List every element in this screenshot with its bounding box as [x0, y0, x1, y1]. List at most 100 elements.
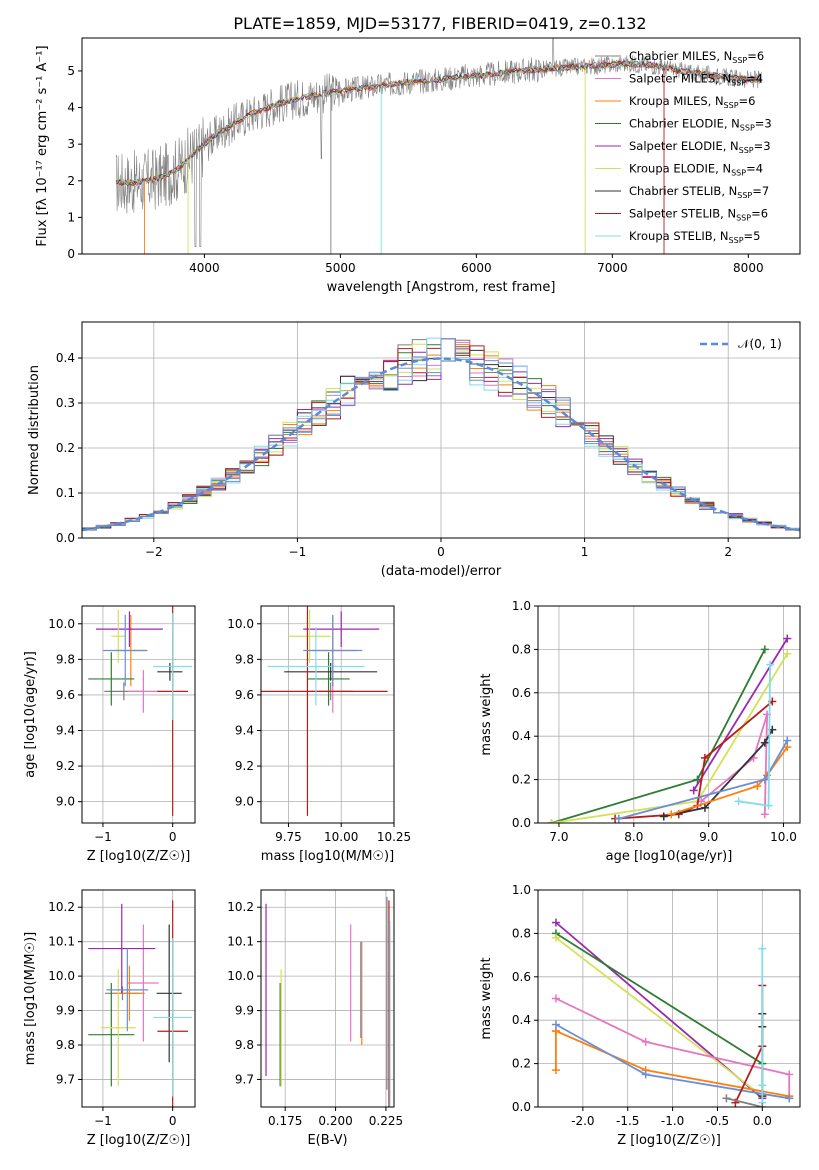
x-axis-label: Z [log10(Z/Z☉)] [87, 1133, 191, 1148]
y-tick-label: 0.6 [512, 970, 531, 984]
y-tick-label: 0.6 [512, 686, 531, 700]
y-tick-label: 9.9 [235, 1004, 254, 1018]
y-axis-label: Flux [fλ 10⁻¹⁷ erg cm⁻² s⁻¹ A⁻¹] [35, 45, 50, 246]
y-tick-label: 9.9 [56, 1004, 75, 1018]
y-axis-label: mass weight [479, 957, 494, 1039]
y-tick-label: 10.0 [227, 617, 254, 631]
x-tick-label: 8000 [733, 261, 764, 275]
x-axis-label: wavelength [Angstrom, rest frame] [327, 280, 556, 295]
y-tick-label: 9.0 [235, 795, 254, 809]
y-tick-label: 9.8 [56, 1038, 75, 1052]
y-tick-label: 1.0 [512, 599, 531, 613]
plot-area [115, 38, 762, 254]
legend-entry: Chabrier ELODIE, NSSP=3 [629, 117, 772, 133]
x-tick-label: 0.0 [753, 1114, 772, 1128]
y-tick-label: 10.0 [48, 617, 75, 631]
x-axis-label: (data-model)/error [381, 564, 502, 579]
x-tick-label: 9.75 [275, 830, 302, 844]
x-tick-label: 0 [169, 830, 177, 844]
legend-entry: Kroupa STELIB, NSSP=5 [629, 229, 760, 245]
y-tick-label: 0.3 [56, 396, 75, 410]
gaussian-curve [82, 357, 800, 532]
plot-frame [537, 605, 801, 824]
plot-area [88, 606, 193, 816]
plot-frame [81, 37, 801, 255]
x-tick-label: 5000 [325, 261, 356, 275]
y-tick-label: 10.1 [48, 935, 75, 949]
x-tick-label: −1 [94, 830, 112, 844]
y-tick-label: 0.2 [512, 1057, 531, 1071]
chart-mass-age: 9.75 10.00 10.25 9.0 9.2 9.4 9.6 9.8 10.0 mass [l… [227, 605, 411, 864]
x-axis-label: Z [log10(Z/Z☉)] [617, 1133, 721, 1148]
x-tick-label: -2.0 [571, 1114, 594, 1128]
y-tick-label: 9.4 [56, 724, 75, 738]
y-tick-label: 10.0 [48, 969, 75, 983]
y-tick-label: 9.7 [56, 1072, 75, 1086]
plot-area [547, 634, 792, 823]
weight-line [726, 1097, 763, 1107]
y-axis-label: age [log10(age/yr)] [23, 651, 38, 778]
x-axis-label: mass [log10(M/M☉)] [261, 849, 394, 864]
y-tick-label: 10.0 [227, 969, 254, 983]
weight-line [555, 932, 763, 1065]
y-axis-label: mass [log10(M/M☉)] [23, 932, 38, 1065]
panels: Chabrier MILES, NSSP=6 Salpeter MILES, NS… [23, 37, 801, 1148]
weight-line [692, 638, 789, 791]
legend-entry: Chabrier STELIB, NSSP=7 [629, 184, 769, 200]
weight-line [555, 936, 763, 1097]
y-tick-label: 0.4 [512, 1013, 531, 1027]
legend-entry: 𝒩(0, 1) [738, 337, 782, 351]
x-tick-label: 6000 [461, 261, 492, 275]
y-tick-label: 9.4 [235, 724, 254, 738]
x-tick-label: −1 [94, 1114, 112, 1128]
plot-frame [537, 889, 801, 1108]
x-tick-label: 10.00 [324, 830, 358, 844]
x-tick-label: -1.5 [616, 1114, 639, 1128]
x-axis-label: E(B-V) [307, 1133, 347, 1148]
x-tick-label: 0.175 [268, 1114, 302, 1128]
weight-line [551, 653, 789, 823]
y-tick-label: 9.6 [56, 688, 75, 702]
chart-age-weight: 7.0 8.0 9.0 10.0 0.0 0.2 0.4 0.6 0.8 1.0 age [log1… [479, 599, 801, 864]
legend-entry: Kroupa MILES, NSSP=6 [629, 94, 755, 110]
legend-entry: Chabrier MILES, NSSP=6 [629, 49, 764, 65]
y-tick-label: 0.0 [512, 816, 531, 830]
y-tick-label: 0.8 [512, 642, 531, 656]
legend-entry: Salpeter ELODIE, NSSP=3 [629, 139, 771, 155]
x-tick-label: 4000 [189, 261, 220, 275]
chart-z-age: −1 0 9.0 9.2 9.4 9.6 9.8 10.0 Z [log10(Z/Z☉)] age… [23, 605, 196, 864]
y-tick-label: 0.0 [512, 1100, 531, 1114]
x-tick-label: -0.5 [706, 1114, 729, 1128]
weight-line [555, 997, 791, 1097]
y-tick-label: 10.2 [227, 900, 254, 914]
y-tick-label: 0.2 [56, 441, 75, 455]
x-tick-label: 0.200 [318, 1114, 352, 1128]
x-axis-label: age [log10(age/yr)] [606, 849, 733, 864]
x-tick-label: −1 [289, 545, 307, 559]
y-tick-label: 9.2 [235, 759, 254, 773]
y-tick-label: 0.2 [512, 773, 531, 787]
x-tick-label: -1.0 [661, 1114, 684, 1128]
legend-entry: Salpeter MILES, NSSP=4 [629, 72, 763, 88]
plot-frame [260, 605, 395, 824]
x-tick-label: 7000 [597, 261, 628, 275]
plot-area [265, 896, 391, 1107]
chart-residuals: 𝒩(0, 1) −2 −1 0 1 2 0.0 0.1 0.2 0.3 0.4 (data-model… [27, 321, 801, 579]
y-tick-label: 3 [67, 137, 75, 151]
plot-frame [81, 605, 196, 824]
x-tick-label: 7.0 [549, 830, 568, 844]
x-tick-label: 8.0 [624, 830, 643, 844]
plot-area [88, 900, 193, 1107]
x-tick-label: 9.0 [699, 830, 718, 844]
x-tick-label: −2 [145, 545, 163, 559]
weight-line [700, 714, 768, 815]
y-tick-label: 9.6 [235, 688, 254, 702]
y-axis-label: Normed distribution [27, 365, 42, 495]
chart-z-mass: −1 0 9.7 9.8 9.9 10.0 10.1 10.2 Z [log10(Z/Z☉)] m… [23, 889, 196, 1148]
x-tick-label: 10.0 [770, 830, 797, 844]
y-tick-label: 9.7 [235, 1072, 254, 1086]
plot-area [551, 918, 794, 1107]
y-tick-label: 4 [67, 101, 75, 115]
x-tick-label: 10.25 [377, 830, 411, 844]
